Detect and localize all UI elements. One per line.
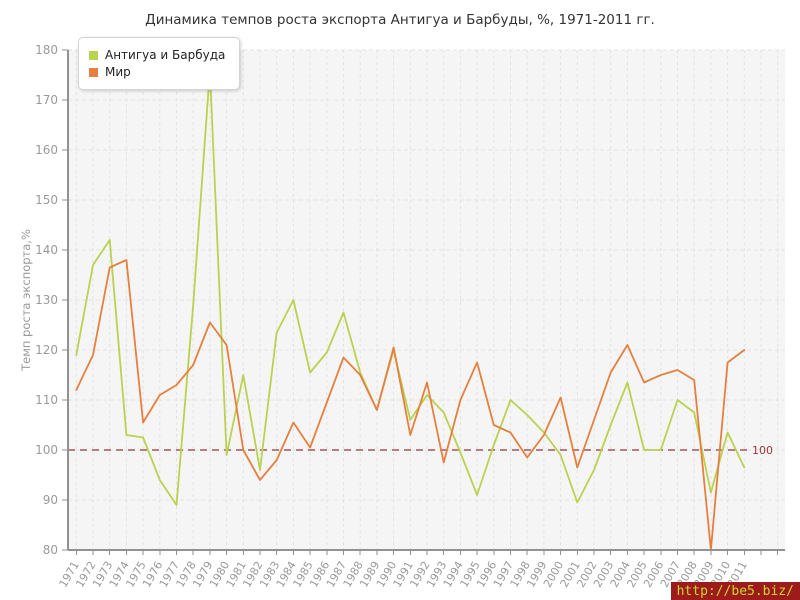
series-line-world [75, 259, 746, 551]
legend-swatch-world [89, 67, 98, 77]
legend-item-world: Мир [89, 65, 225, 79]
y-tick-labels: 80 90 100 110 120 130 140 150 160 170 180 [35, 43, 68, 557]
x-tick-labels: 1971197219731974197519761977197819791980… [57, 550, 779, 590]
legend: Антигуа и Барбуда Мир [78, 37, 241, 90]
svg-text:100: 100 [35, 443, 58, 457]
svg-text:90: 90 [43, 493, 58, 507]
legend-label-antigua: Антигуа и Барбуда [105, 48, 226, 62]
svg-text:110: 110 [35, 393, 58, 407]
svg-text:120: 120 [35, 343, 58, 357]
legend-label-world: Мир [105, 65, 131, 79]
chart-title: Динамика темпов роста экспорта Антигуа и… [145, 12, 655, 28]
grid-vertical [75, 50, 779, 550]
legend-item-antigua: Антигуа и Барбуда [89, 48, 225, 62]
svg-text:180: 180 [35, 43, 58, 57]
svg-text:140: 140 [35, 243, 58, 257]
svg-text:150: 150 [35, 193, 58, 207]
svg-text:160: 160 [35, 143, 58, 157]
grid-horizontal [68, 49, 785, 501]
watermark-link[interactable]: http://be5.biz/ [670, 582, 800, 600]
legend-swatch-antigua [89, 50, 98, 60]
svg-text:80: 80 [43, 543, 58, 557]
reference-label: 100 [752, 444, 773, 457]
svg-text:170: 170 [35, 93, 58, 107]
svg-text:130: 130 [35, 293, 58, 307]
y-axis-title: Темп роста экспорта,% [19, 229, 33, 372]
